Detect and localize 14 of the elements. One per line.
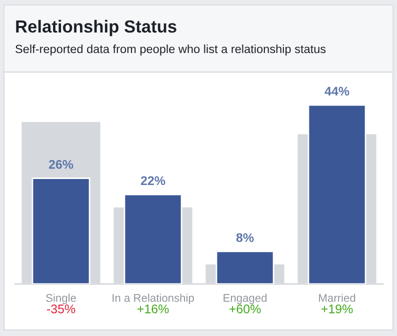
- x-tick-label: Married: [319, 294, 356, 302]
- text: +60%: [229, 304, 261, 314]
- text: +16%: [137, 304, 169, 314]
- data-label: 22%: [140, 176, 166, 186]
- data-label: 26%: [48, 160, 74, 169]
- data-label: 8%: [236, 233, 254, 242]
- text: +19%: [321, 304, 353, 314]
- chart-title: Relationship Status: [16, 20, 176, 36]
- text: -35%: [46, 304, 76, 314]
- x-tick-label: In a Relationship: [112, 294, 194, 304]
- x-tick-label: Engaged: [224, 294, 267, 304]
- chart-subtitle: Self-reported data from people who list a relationship status: [16, 44, 326, 56]
- data-label: 44%: [324, 86, 350, 96]
- x-tick-label: Single: [46, 294, 76, 304]
